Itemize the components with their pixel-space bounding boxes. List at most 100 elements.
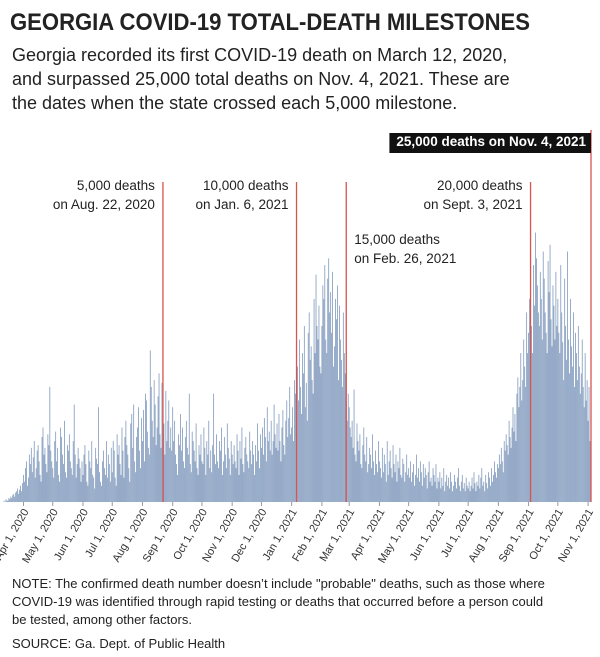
bar [98, 407, 99, 502]
bar [164, 454, 166, 502]
bar [364, 454, 366, 502]
bar [398, 468, 400, 502]
bar [159, 434, 161, 502]
bar [179, 445, 180, 502]
bar [231, 454, 233, 502]
bar [114, 477, 116, 502]
bar [112, 441, 114, 502]
bar [40, 481, 42, 502]
bar [126, 445, 128, 502]
bar [209, 468, 211, 502]
bar [188, 393, 190, 502]
bar [520, 353, 522, 502]
bar [292, 407, 294, 502]
bar [167, 420, 169, 502]
bar [280, 461, 282, 502]
bar [208, 420, 210, 502]
bar [44, 447, 46, 502]
bar [339, 305, 340, 502]
milestone-label: 20,000 deaths [437, 178, 523, 193]
source: SOURCE: Ga. Dept. of Public Health [12, 636, 225, 651]
bar [201, 461, 203, 502]
bar [181, 450, 182, 502]
bar [569, 373, 570, 502]
bar [306, 420, 308, 502]
bar [216, 434, 217, 502]
bar [89, 461, 91, 502]
bar [211, 472, 213, 502]
bar [38, 461, 40, 502]
bar [105, 474, 106, 502]
bar [361, 468, 363, 502]
bar [132, 447, 134, 502]
bar [564, 278, 566, 502]
bar [48, 445, 50, 502]
bar [355, 461, 357, 502]
bar [384, 464, 386, 502]
bar [160, 447, 162, 502]
bar [358, 450, 360, 502]
bar [583, 407, 585, 502]
bar [533, 265, 534, 502]
bar [64, 420, 65, 502]
bar [561, 312, 563, 502]
bar [58, 474, 59, 502]
bar [467, 488, 469, 502]
bar [139, 450, 140, 502]
bar [66, 477, 67, 502]
bar [157, 396, 159, 502]
bar [511, 427, 513, 502]
bar [351, 420, 353, 502]
bar [176, 464, 177, 502]
bar [202, 464, 204, 502]
bar [151, 420, 153, 502]
bar [579, 393, 581, 502]
bar [449, 488, 451, 502]
bar [525, 386, 527, 502]
bar [118, 445, 120, 502]
bar [291, 427, 293, 502]
bar [119, 464, 121, 502]
bar [163, 423, 165, 502]
bar [284, 454, 286, 502]
bar [452, 491, 453, 502]
bar [295, 393, 296, 502]
bar [382, 472, 384, 502]
bar [421, 485, 423, 502]
bar [95, 447, 97, 502]
bar [113, 450, 115, 502]
bar [290, 434, 292, 502]
bar [184, 437, 186, 502]
bar [529, 298, 530, 502]
bar [454, 474, 455, 502]
bar [103, 450, 104, 502]
bar [408, 468, 410, 502]
bar [27, 485, 28, 502]
bar [442, 485, 444, 502]
bar [109, 481, 111, 502]
bar [101, 485, 102, 502]
bar [297, 366, 298, 502]
bar [19, 489, 20, 502]
bar [576, 380, 578, 502]
bar [141, 418, 142, 502]
bar [580, 373, 582, 502]
bar [459, 491, 461, 502]
bar [120, 474, 122, 502]
bar [542, 251, 544, 502]
bar [33, 441, 35, 502]
bar [23, 474, 24, 502]
bar [52, 468, 54, 502]
bar [378, 441, 379, 502]
bar [81, 461, 83, 502]
bar [76, 464, 78, 502]
bar [80, 481, 82, 502]
bar [288, 418, 290, 502]
bar [105, 441, 107, 502]
bar [391, 477, 393, 502]
bar [369, 447, 371, 502]
bar [93, 477, 95, 502]
bar [60, 427, 61, 502]
bar [537, 312, 539, 502]
bar [277, 450, 279, 502]
